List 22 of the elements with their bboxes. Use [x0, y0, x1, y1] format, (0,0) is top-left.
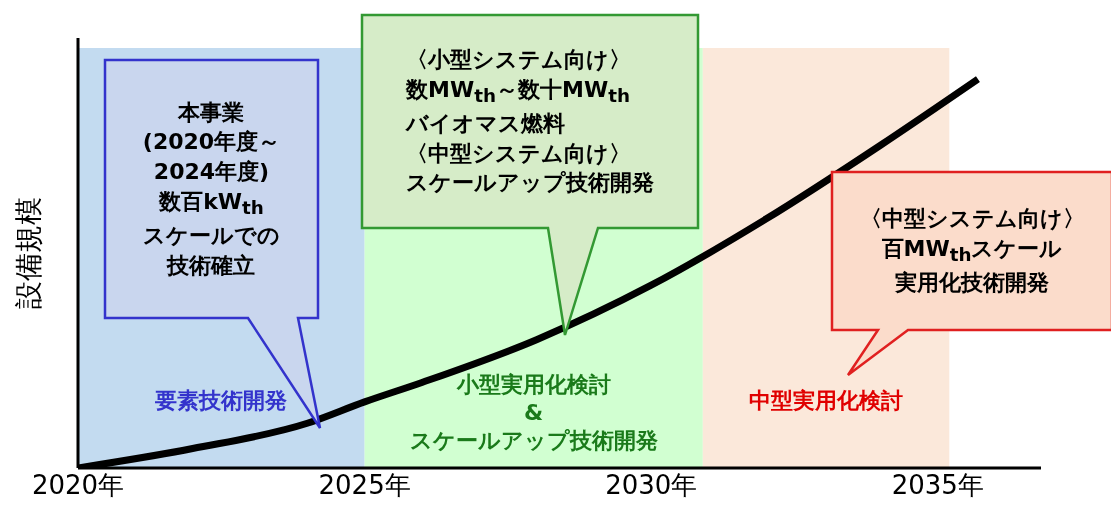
x-tick-label: 2020年 [31, 470, 125, 501]
annotation: 数MW$_{th}$～数十MW$_{th}$ [406, 75, 631, 109]
annotation: 技術確立 [165, 251, 257, 280]
x-tick-label: 2030年 [605, 470, 698, 501]
x-tick-label: 2035年 [891, 470, 984, 501]
text: 〈小型システム向け〉 [406, 46, 632, 75]
annotation: バイオマス燃料 [406, 109, 566, 138]
y-axis-title: 設備規模 [12, 197, 45, 309]
band-label: 要素技術開発 [154, 388, 288, 413]
annotation: 実用化技術開発 [894, 269, 1050, 298]
band-label: 小型実用化検討 & スケールアップ技術開発 [409, 372, 658, 453]
annotation: 百MW$_{th}$スケール [880, 234, 1064, 268]
annotation: (2020年度～ [142, 128, 281, 157]
annotation: 本事業 [177, 98, 246, 127]
annotation: 2024年度) [152, 158, 271, 187]
annotation: 〈中型システム向け〉 [859, 205, 1085, 234]
annotation: 数百kW$_{th}$ [157, 187, 265, 221]
annotation: スケールでの [142, 221, 281, 250]
x-tick-label: 2025年 [318, 470, 411, 501]
annotation: スケールアップ技術開発 [406, 169, 654, 198]
annotation: 〈中型システム向け〉 [406, 139, 632, 168]
band-label: 中型実用化検討 [749, 388, 904, 413]
